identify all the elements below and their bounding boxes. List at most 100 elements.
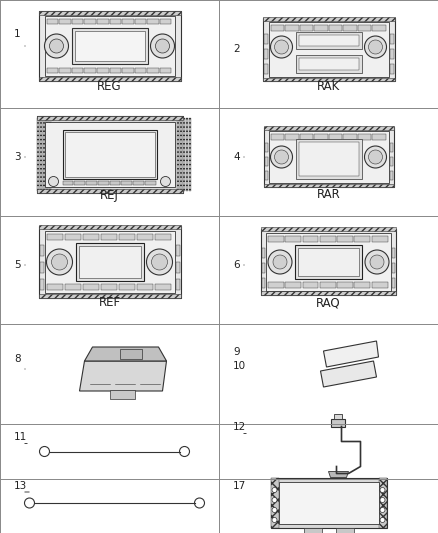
Text: 8: 8 [14, 354, 21, 364]
Bar [268, 131, 389, 183]
Bar [119, 234, 135, 240]
Bar [39, 117, 42, 190]
Bar [264, 126, 393, 130]
Bar [296, 139, 361, 179]
Bar [64, 284, 81, 290]
Bar [279, 482, 378, 524]
Bar [378, 478, 386, 528]
Circle shape [152, 254, 167, 270]
Circle shape [268, 250, 292, 274]
Circle shape [275, 40, 289, 54]
Bar [271, 25, 284, 30]
Bar [177, 117, 179, 190]
Bar [262, 248, 265, 258]
Bar [42, 117, 45, 190]
Bar [49, 117, 50, 190]
Bar [39, 77, 180, 81]
Circle shape [380, 518, 385, 522]
Text: REG: REG [97, 79, 122, 93]
Bar [262, 77, 395, 80]
Bar [39, 279, 43, 290]
Bar [137, 284, 153, 290]
Bar [46, 117, 47, 190]
Bar [268, 282, 284, 288]
Bar [262, 278, 265, 288]
Text: 13: 13 [14, 481, 27, 491]
Bar [84, 68, 96, 73]
Circle shape [194, 498, 205, 508]
Bar [155, 284, 171, 290]
Bar [389, 34, 393, 44]
Bar [372, 25, 385, 30]
Bar [285, 236, 301, 242]
Bar [336, 528, 353, 533]
Bar [63, 130, 156, 179]
Bar [300, 134, 313, 140]
Bar [183, 117, 184, 190]
Bar [285, 282, 301, 288]
Text: RAK: RAK [317, 79, 340, 93]
Bar [120, 349, 141, 359]
Bar [82, 234, 99, 240]
Bar [262, 17, 395, 20]
Bar [39, 294, 180, 298]
Polygon shape [321, 361, 377, 387]
Bar [357, 134, 371, 140]
Bar [36, 189, 183, 192]
Bar [372, 282, 388, 288]
Circle shape [368, 40, 382, 54]
Bar [84, 19, 96, 24]
Bar [110, 181, 120, 184]
Circle shape [364, 36, 386, 58]
Bar [78, 246, 141, 278]
Text: 2: 2 [233, 44, 240, 54]
Bar [86, 181, 97, 184]
Bar [145, 181, 155, 184]
Bar [119, 284, 135, 290]
Bar [122, 19, 134, 24]
Bar [176, 262, 180, 273]
Bar [303, 282, 318, 288]
Circle shape [370, 255, 384, 269]
Bar [147, 68, 159, 73]
Text: 11: 11 [14, 432, 27, 442]
Bar [261, 227, 396, 231]
Bar [74, 181, 85, 184]
Bar [71, 28, 148, 64]
Circle shape [272, 507, 277, 513]
Circle shape [45, 34, 68, 58]
Bar [188, 117, 191, 190]
Bar [264, 127, 393, 187]
Text: 17: 17 [233, 481, 246, 491]
Bar [265, 157, 268, 166]
Bar [285, 25, 299, 30]
Bar [299, 142, 358, 176]
Bar [392, 278, 395, 288]
Bar [389, 157, 392, 166]
Bar [39, 225, 180, 229]
Circle shape [380, 507, 385, 513]
Circle shape [380, 488, 385, 492]
Circle shape [155, 39, 170, 53]
Bar [303, 236, 318, 242]
Bar [39, 262, 43, 273]
Bar [39, 11, 180, 81]
Bar [268, 21, 389, 77]
Bar [97, 19, 109, 24]
Text: 3: 3 [14, 152, 21, 162]
Bar [320, 282, 336, 288]
Bar [389, 171, 392, 180]
Bar [45, 16, 174, 76]
Text: 4: 4 [233, 152, 240, 162]
Bar [46, 68, 58, 73]
Bar [343, 134, 357, 140]
Bar [45, 122, 174, 187]
Circle shape [272, 488, 277, 492]
Bar [135, 68, 146, 73]
Bar [354, 236, 370, 242]
Bar [100, 284, 117, 290]
Bar [74, 31, 145, 61]
Bar [160, 68, 172, 73]
Bar [59, 68, 71, 73]
Text: 12: 12 [233, 422, 246, 432]
